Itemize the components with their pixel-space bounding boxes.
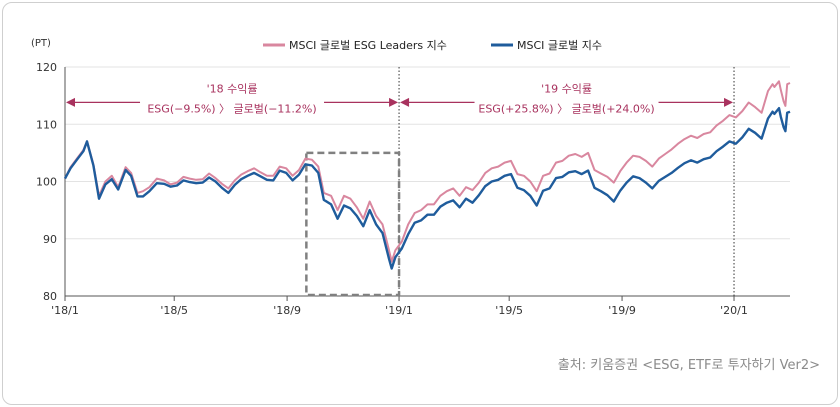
annotation-text: ESG(−9.5%) 〉 글로벌(−11.2%) [147,102,316,115]
annotation-title: '18 수익률 [207,82,258,95]
annotation-text: ESG(+25.8%) 〉 글로벌(+24.0%) [478,102,654,115]
x-tick-label: '19/1 [385,304,413,317]
annotation-arrowhead [400,97,410,107]
y-tick-label: 90 [43,233,57,246]
series-line-esg-leaders [64,80,791,263]
highlight-box [305,151,401,297]
series-line-global [63,107,791,270]
x-tick-label: '20/1 [720,304,748,317]
source-note: 출처: 키움증권 <ESG, ETF로 투자하기 Ver2> [557,358,820,373]
y-axis-label: (PT) [31,38,51,49]
x-tick-label: '18/5 [160,304,188,317]
y-tick-label: 100 [36,176,57,189]
x-tick-label: '18/1 [51,304,79,317]
annotation-title: '19 수익률 [541,82,592,95]
x-tick-label: '18/9 [273,304,301,317]
x-tick-label: '19/5 [495,304,523,317]
y-tick-label: 80 [43,290,57,303]
legend-label: MSCI 글로벌 지수 [517,39,602,52]
annotation-arrowhead [724,97,734,107]
x-tick-label: '19/9 [608,304,636,317]
y-tick-label: 120 [36,61,57,74]
annotation-arrowhead [389,97,399,107]
y-tick-label: 110 [36,118,57,131]
legend-label: MSCI 글로벌 ESG Leaders 지수 [289,39,447,52]
annotation-arrowhead [66,97,75,107]
